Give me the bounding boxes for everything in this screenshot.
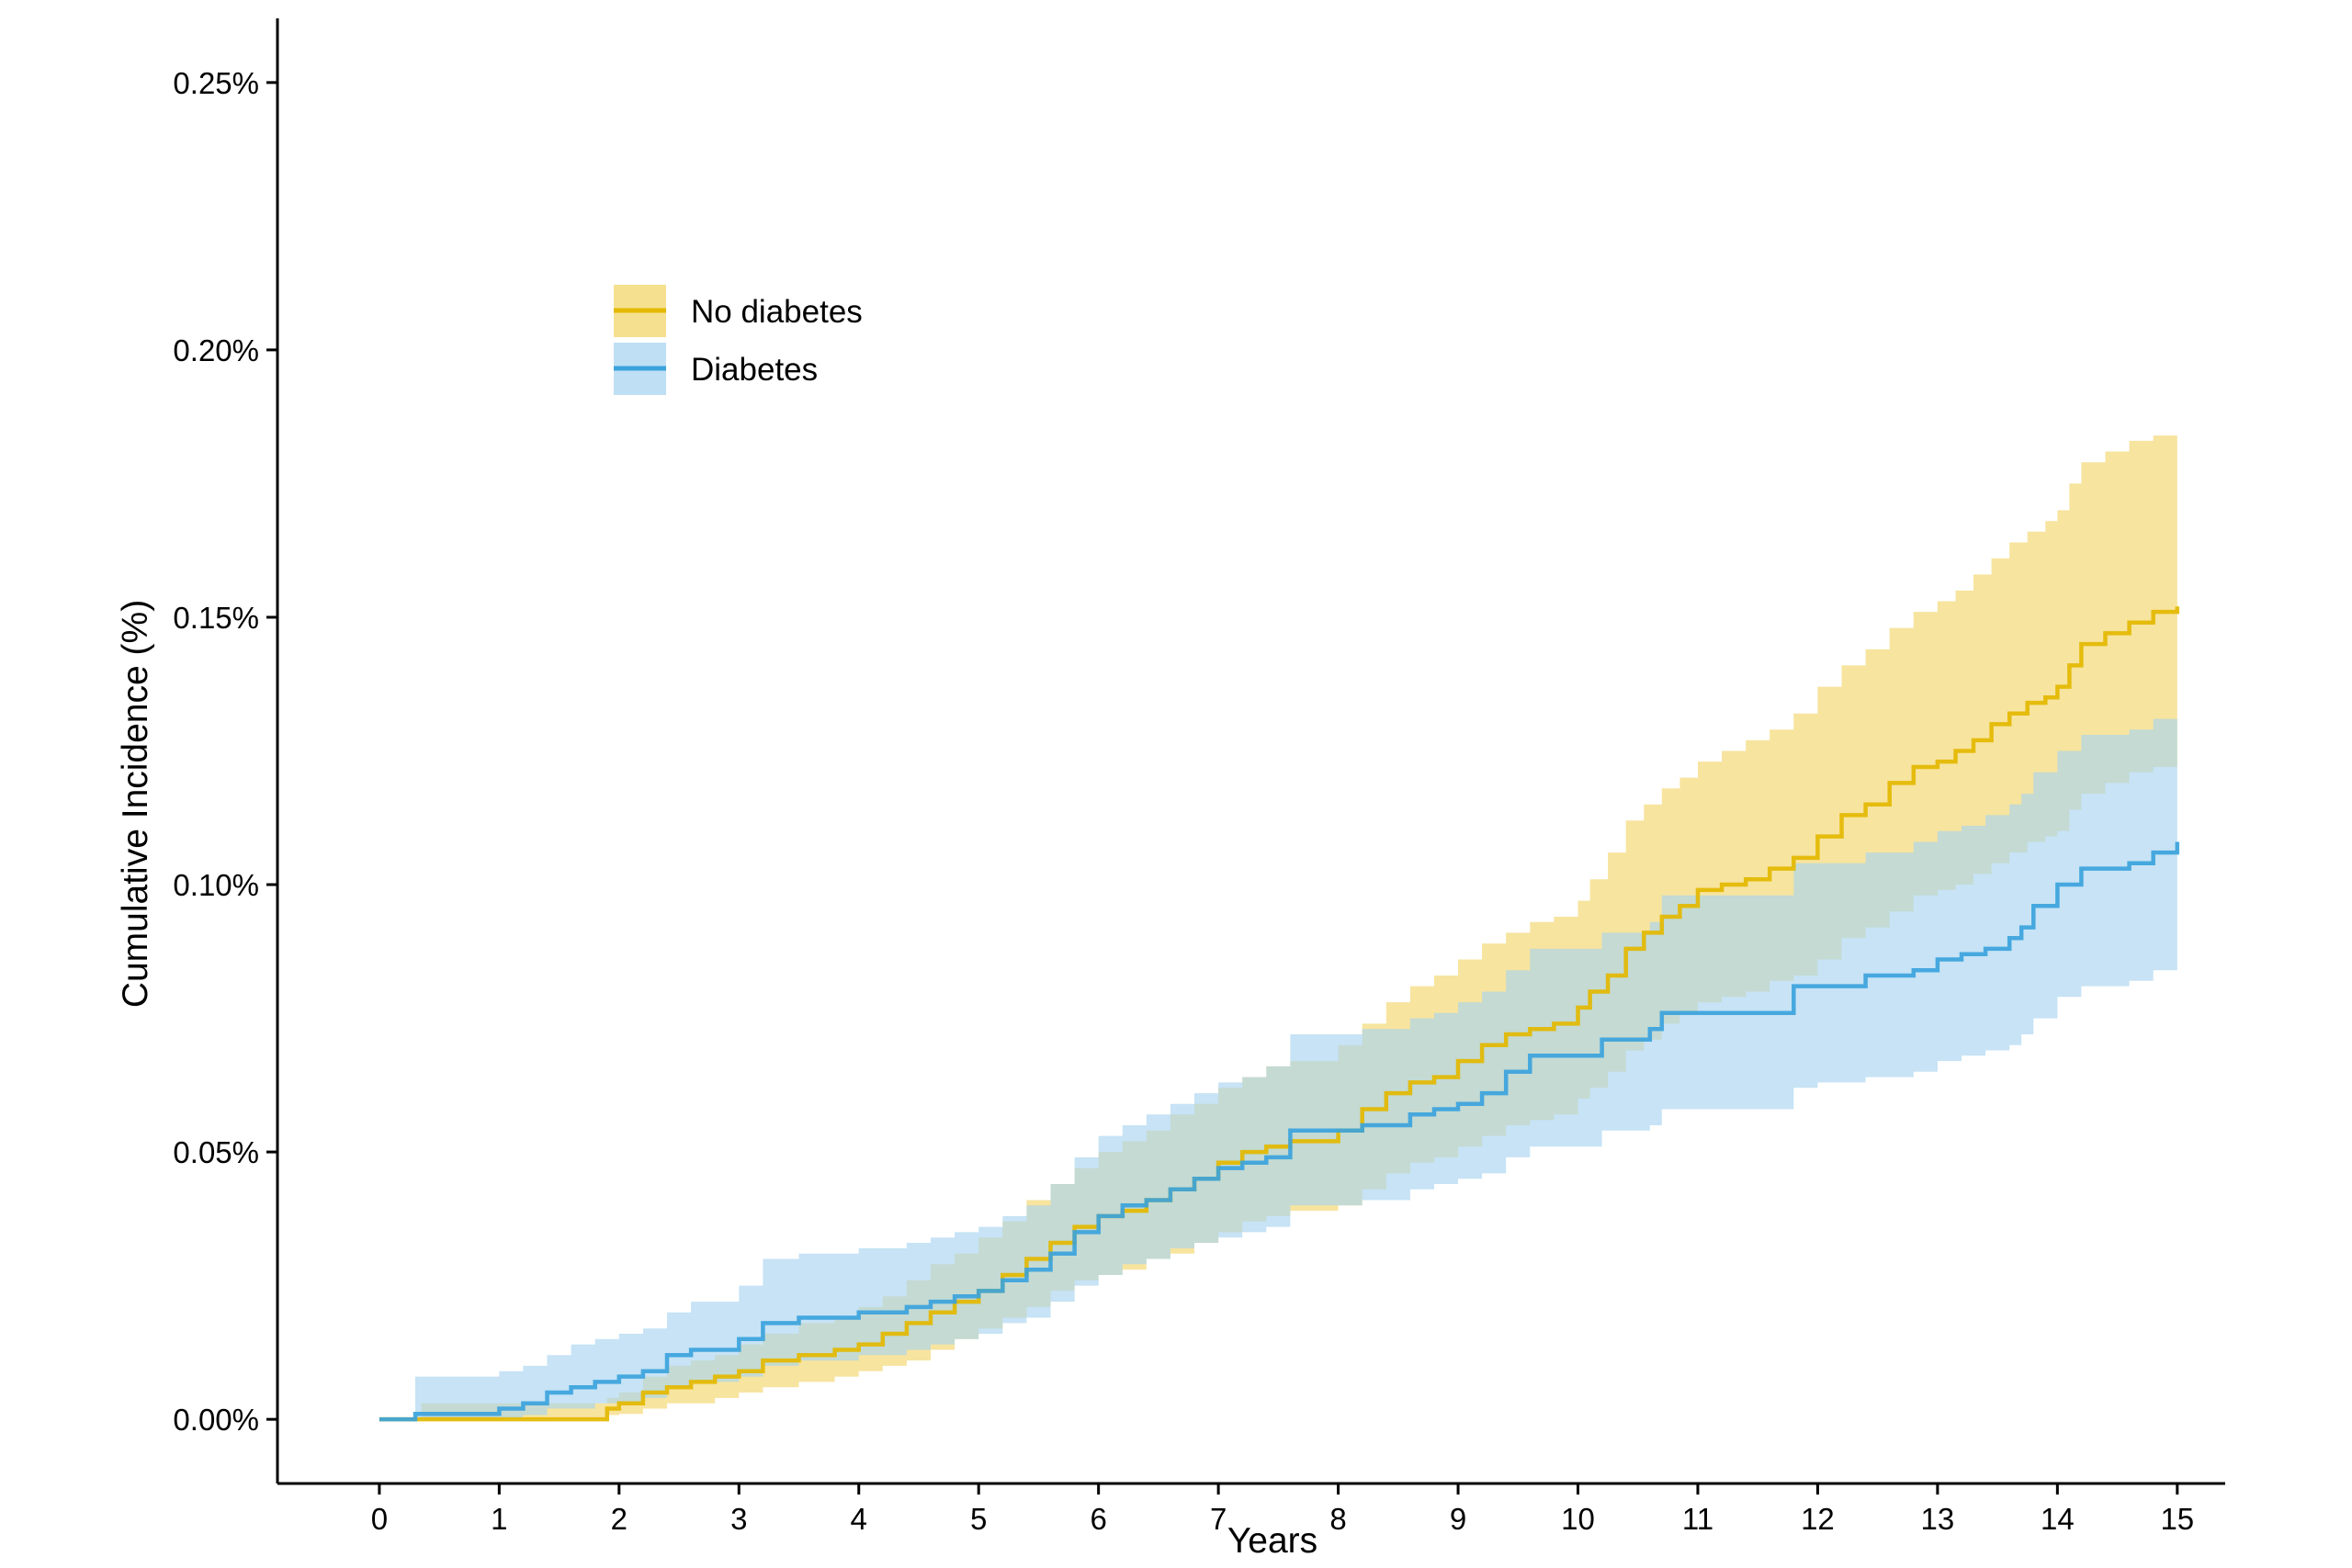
legend-label-no-diabetes: No diabetes — [691, 294, 863, 330]
legend-label-diabetes: Diabetes — [691, 352, 818, 388]
x-tick-label: 9 — [1450, 1502, 1466, 1536]
y-tick-label: 0.20% — [173, 333, 259, 367]
legend: No diabetes Diabetes — [614, 285, 863, 395]
x-tick-label: 6 — [1090, 1502, 1106, 1536]
y-tick-label: 0.10% — [173, 868, 259, 902]
x-tick-label: 12 — [1801, 1502, 1835, 1536]
y-tick-label: 0.25% — [173, 66, 259, 100]
x-tick-label: 14 — [2041, 1502, 2075, 1536]
x-tick-label: 3 — [730, 1502, 747, 1536]
ci-band-diabetes — [379, 707, 2177, 1420]
y-tick-label: 0.00% — [173, 1403, 259, 1437]
curve-no-diabetes — [379, 606, 2180, 1422]
x-tick-label: 8 — [1329, 1502, 1346, 1536]
x-tick-label: 7 — [1210, 1502, 1227, 1536]
axes: 0 1 2 3 4 5 6 7 8 9 10 11 12 13 14 150.00%0.05%0.10%0.1… — [173, 18, 2225, 1536]
x-tick-label: 11 — [1682, 1502, 1713, 1536]
x-tick-label: 15 — [2160, 1502, 2194, 1536]
x-tick-label: 4 — [851, 1502, 867, 1536]
x-tick-label: 1 — [491, 1502, 507, 1536]
y-tick-label: 0.15% — [173, 601, 259, 635]
x-tick-label: 5 — [970, 1502, 987, 1536]
y-axis-title: Cumulative Incidence (%) — [116, 600, 155, 1008]
x-tick-label: 10 — [1561, 1502, 1595, 1536]
confidence-bands — [379, 435, 2177, 1420]
x-tick-label: 2 — [611, 1502, 628, 1536]
incidence-curves — [379, 606, 2180, 1422]
curve-diabetes — [379, 841, 2180, 1422]
x-tick-label: 0 — [371, 1502, 388, 1536]
x-axis-title: Years — [1227, 1521, 1317, 1561]
x-tick-label: 13 — [1921, 1502, 1955, 1536]
y-tick-label: 0.05% — [173, 1135, 259, 1169]
